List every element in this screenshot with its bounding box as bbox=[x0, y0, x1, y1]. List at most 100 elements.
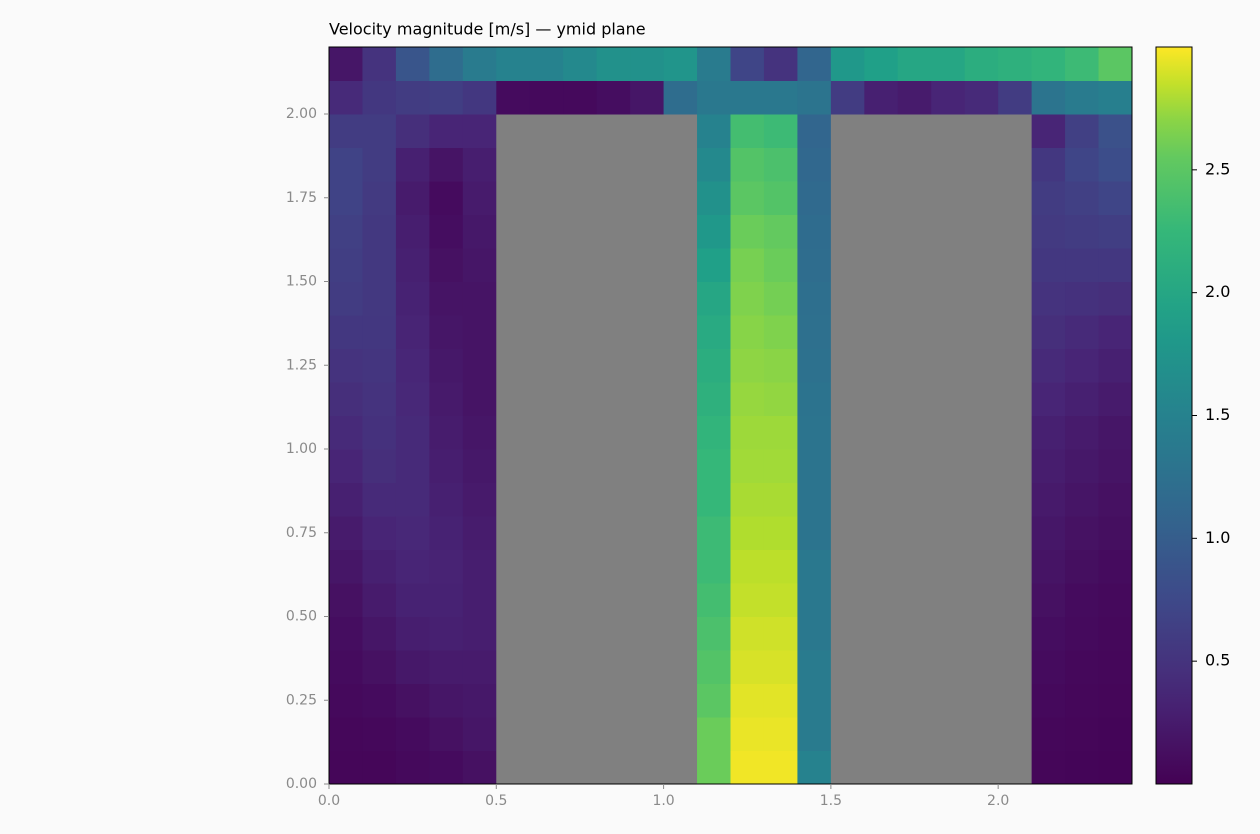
cell bbox=[329, 650, 363, 684]
masked-cell bbox=[864, 750, 899, 785]
masked-cell bbox=[496, 616, 531, 651]
cell bbox=[630, 80, 665, 115]
masked-cell bbox=[663, 717, 698, 751]
cell bbox=[697, 616, 731, 651]
masked-cell bbox=[663, 348, 698, 383]
cell bbox=[462, 549, 497, 584]
masked-cell bbox=[630, 281, 665, 316]
masked-cell bbox=[964, 181, 999, 215]
colorbar-tick-label: 1.0 bbox=[1205, 528, 1230, 547]
cell bbox=[1098, 415, 1133, 450]
cell bbox=[998, 80, 1033, 115]
masked-cell bbox=[663, 482, 698, 517]
masked-cell bbox=[563, 583, 598, 617]
masked-cell bbox=[563, 348, 598, 383]
masked-cell bbox=[596, 348, 631, 383]
cell bbox=[462, 114, 497, 148]
cell bbox=[730, 482, 765, 517]
masked-cell bbox=[897, 114, 932, 148]
cell bbox=[1098, 750, 1133, 785]
masked-cell bbox=[496, 248, 531, 282]
masked-cell bbox=[931, 549, 966, 584]
cell bbox=[797, 348, 832, 383]
cell bbox=[763, 583, 798, 617]
cell bbox=[763, 214, 798, 249]
masked-cell bbox=[830, 583, 865, 617]
masked-cell bbox=[897, 382, 932, 416]
cell bbox=[1065, 616, 1100, 651]
masked-cell bbox=[529, 214, 564, 249]
cell bbox=[462, 47, 497, 81]
cell bbox=[1065, 583, 1100, 617]
cell bbox=[763, 750, 798, 785]
masked-cell bbox=[596, 616, 631, 651]
masked-cell bbox=[630, 650, 665, 684]
cell bbox=[462, 80, 497, 115]
cell bbox=[697, 382, 731, 416]
masked-cell bbox=[529, 683, 564, 718]
masked-cell bbox=[596, 214, 631, 249]
cell bbox=[429, 583, 464, 617]
masked-cell bbox=[964, 583, 999, 617]
masked-cell bbox=[998, 382, 1033, 416]
cell bbox=[763, 616, 798, 651]
cell bbox=[763, 683, 798, 718]
cell bbox=[1098, 382, 1133, 416]
cell bbox=[763, 449, 798, 483]
masked-cell bbox=[630, 750, 665, 785]
cell bbox=[1065, 750, 1100, 785]
cell bbox=[730, 348, 765, 383]
masked-cell bbox=[563, 616, 598, 651]
masked-cell bbox=[663, 549, 698, 584]
masked-cell bbox=[964, 482, 999, 517]
cell bbox=[362, 750, 397, 785]
masked-cell bbox=[864, 382, 899, 416]
cell bbox=[395, 382, 430, 416]
masked-cell bbox=[897, 583, 932, 617]
masked-cell bbox=[596, 415, 631, 450]
cell bbox=[797, 717, 832, 751]
masked-cell bbox=[596, 114, 631, 148]
cell bbox=[1065, 449, 1100, 483]
masked-cell bbox=[663, 114, 698, 148]
cell bbox=[1098, 516, 1133, 550]
cell bbox=[1031, 717, 1066, 751]
masked-cell bbox=[630, 315, 665, 349]
cell bbox=[329, 382, 363, 416]
masked-cell bbox=[998, 650, 1033, 684]
cell bbox=[362, 315, 397, 349]
cell bbox=[529, 80, 564, 115]
cell bbox=[429, 281, 464, 316]
cell bbox=[697, 80, 731, 115]
cell bbox=[763, 147, 798, 182]
masked-cell bbox=[830, 315, 865, 349]
cell bbox=[1031, 181, 1066, 215]
cell bbox=[362, 683, 397, 718]
cell bbox=[1031, 147, 1066, 182]
masked-cell bbox=[830, 616, 865, 651]
cell bbox=[1065, 650, 1100, 684]
cell bbox=[429, 181, 464, 215]
cell bbox=[730, 549, 765, 584]
masked-cell bbox=[663, 583, 698, 617]
masked-cell bbox=[897, 750, 932, 785]
cell bbox=[395, 683, 430, 718]
masked-cell bbox=[496, 516, 531, 550]
cell bbox=[1031, 482, 1066, 517]
cell bbox=[763, 650, 798, 684]
masked-cell bbox=[563, 382, 598, 416]
masked-cell bbox=[864, 549, 899, 584]
masked-cell bbox=[563, 114, 598, 148]
cell bbox=[763, 717, 798, 751]
cell bbox=[462, 717, 497, 751]
cell bbox=[362, 114, 397, 148]
cell bbox=[362, 248, 397, 282]
masked-cell bbox=[964, 348, 999, 383]
masked-cell bbox=[897, 415, 932, 450]
masked-cell bbox=[931, 281, 966, 316]
masked-cell bbox=[630, 348, 665, 383]
masked-cell bbox=[931, 315, 966, 349]
cell bbox=[730, 281, 765, 316]
masked-cell bbox=[496, 214, 531, 249]
masked-cell bbox=[563, 415, 598, 450]
